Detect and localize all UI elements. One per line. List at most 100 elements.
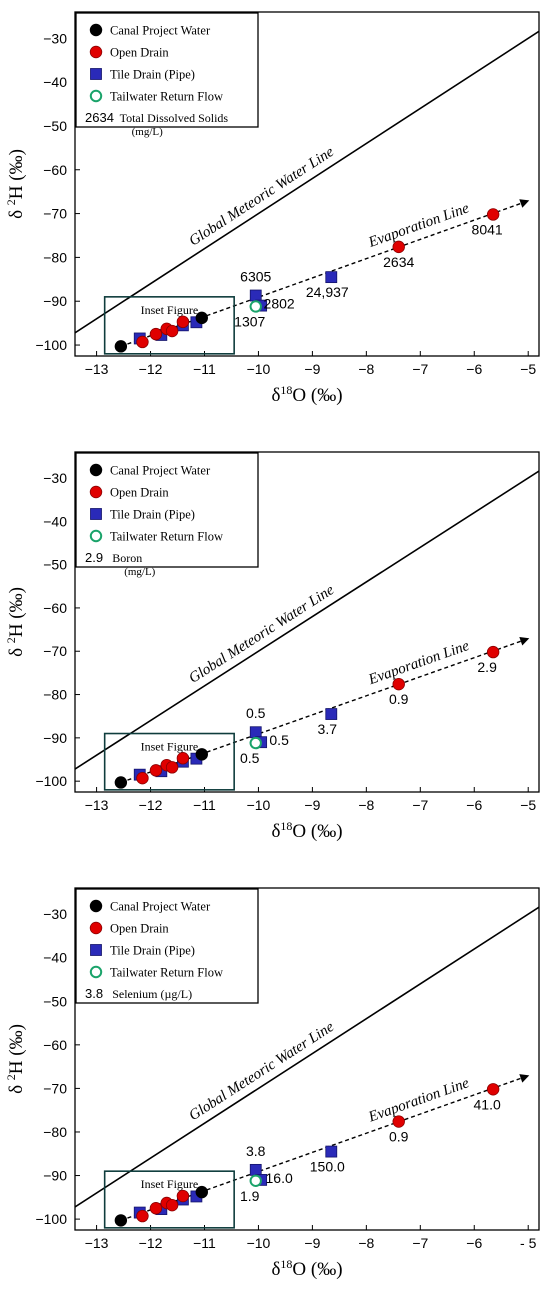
canal-project-water-point (195, 1185, 208, 1199)
gmwl-label: Global Meteoric Water Line (186, 1019, 337, 1124)
open-drain-point (136, 335, 149, 349)
legend-marker-tailwater (89, 965, 103, 979)
y-tick-label: −40 (43, 74, 67, 90)
tailwater-return-flow-point (249, 736, 262, 750)
y-tick-label: −80 (43, 1124, 67, 1140)
open-drain-point (149, 1202, 163, 1215)
open-drain-point (136, 771, 149, 785)
y-tick-label: −30 (43, 30, 67, 46)
tailwater-return-flow-point (249, 1174, 262, 1187)
x-tick-label: −12 (139, 797, 163, 813)
open-drain-point (165, 761, 179, 774)
data-label: 2.9 (477, 659, 497, 675)
legend-sample-label: Boron (112, 551, 142, 565)
open-drain-point (176, 1189, 190, 1203)
x-tick-label: −13 (85, 361, 109, 377)
evaporation-line-label: Evaporation Line (366, 200, 472, 251)
data-label: 24,937 (306, 284, 349, 300)
open-drain-point (165, 1198, 179, 1212)
y-tick-label: −90 (43, 293, 67, 309)
data-label: 150.0 (310, 1159, 345, 1175)
gmwl-label: Global Meteoric Water Line (186, 144, 337, 250)
data-label: 41.0 (474, 1096, 501, 1112)
data-label: 1.9 (240, 1188, 260, 1204)
y-tick-label: −60 (43, 162, 67, 178)
legend-entry-label: Canal Project Water (110, 900, 211, 914)
y-tick-label: −50 (43, 993, 67, 1009)
open-drain-point (392, 240, 405, 254)
legend-entry-label: Tailwater Return Flow (110, 966, 223, 980)
data-label: 16.0 (266, 1170, 293, 1186)
canal-project-water-point (195, 311, 208, 325)
x-tick-label: −10 (247, 797, 271, 813)
data-label: 3.7 (318, 721, 338, 737)
chart-panel-2: −30 −40 −50 −60 −70 −80 −90 −100 −13 −12 −11 −10 −9 −… (4, 451, 540, 842)
y-tick-label: −100 (35, 1211, 67, 1227)
legend-sample-unit: (mg/L) (132, 126, 163, 138)
y-tick-label: −80 (43, 687, 67, 703)
inset-box (103, 732, 235, 791)
legend: Canal Project Water Open Drain Tile Drain … (75, 888, 259, 1004)
y-axis-title: δ 2H (‰) (4, 587, 27, 657)
tile-drain-point (249, 289, 262, 302)
open-drain-point (392, 677, 405, 691)
legend-marker-canal (89, 23, 103, 37)
x-tick-label: −7 (412, 797, 428, 813)
tailwater-return-flow-point (249, 300, 262, 313)
x-tick-label: −5 (520, 797, 536, 813)
open-drain-point (486, 208, 500, 221)
inset-label: Inset Figure (141, 740, 199, 754)
legend-sample-unit: (mg/L) (124, 566, 155, 578)
data-label: 0.9 (389, 1129, 409, 1145)
x-axis-title: δ18O (‰) (271, 819, 342, 842)
legend-box (75, 12, 259, 128)
open-drain-point (165, 324, 179, 338)
legend-entry-label: Canal Project Water (110, 464, 211, 478)
y-tick-label: −30 (43, 470, 67, 486)
x-tick-label: −8 (358, 797, 374, 813)
data-label: 0.5 (269, 732, 289, 748)
data-label: 0.5 (240, 750, 260, 766)
y-tick-label: −40 (43, 513, 67, 529)
legend: Canal Project Water Open Drain Tile Drain … (75, 12, 259, 138)
evaporation-arrowhead (519, 1074, 530, 1083)
legend-sample-label: Selenium (µg/L) (112, 987, 192, 1001)
y-tick-label: −80 (43, 249, 67, 265)
y-tick-label: −100 (35, 337, 67, 353)
canal-project-water-point (114, 776, 128, 789)
legend-marker-open-drain (89, 45, 103, 59)
x-tick-label: −6 (466, 797, 482, 813)
gmwl-label: Global Meteoric Water Line (186, 582, 337, 687)
data-label: 0.5 (246, 705, 266, 721)
x-tick-label: −9 (304, 1235, 320, 1251)
y-tick-label: −70 (43, 206, 67, 222)
canal-project-water-point (114, 1214, 128, 1227)
legend-marker-tile-drain (90, 508, 102, 520)
open-drain-point (136, 1209, 149, 1223)
data-label: 3.8 (246, 1143, 266, 1159)
data-label: 0.9 (389, 691, 409, 707)
x-tick-label: −11 (193, 361, 216, 377)
inset-box (103, 296, 235, 355)
legend-entry-label: Tailwater Return Flow (110, 530, 223, 544)
x-tick-label: −12 (139, 361, 163, 377)
open-drain-point (176, 752, 190, 765)
tile-drain-point (325, 1145, 338, 1158)
y-tick-label: −70 (43, 643, 67, 659)
open-drain-point (486, 1083, 500, 1096)
legend-entry-label: Tailwater Return Flow (110, 90, 223, 104)
x-axis-title: δ18O (‰) (271, 1257, 342, 1280)
y-tick-label: −40 (43, 950, 67, 966)
x-tick-label: −6 (466, 361, 482, 377)
legend-marker-tailwater (89, 529, 103, 543)
tile-drain-point (249, 1163, 262, 1176)
legend-sample-value: 2634 (85, 110, 114, 125)
x-tick-label: −7 (412, 1235, 428, 1251)
legend-entry-label: Open Drain (110, 922, 169, 936)
x-tick-label: −11 (193, 797, 216, 813)
inset-label: Inset Figure (141, 1177, 199, 1191)
legend-sample-label: Total Dissolved Solids (120, 111, 229, 125)
x-tick-label: −5 (520, 361, 536, 377)
y-axis-title: δ 2H (‰) (4, 1024, 27, 1094)
